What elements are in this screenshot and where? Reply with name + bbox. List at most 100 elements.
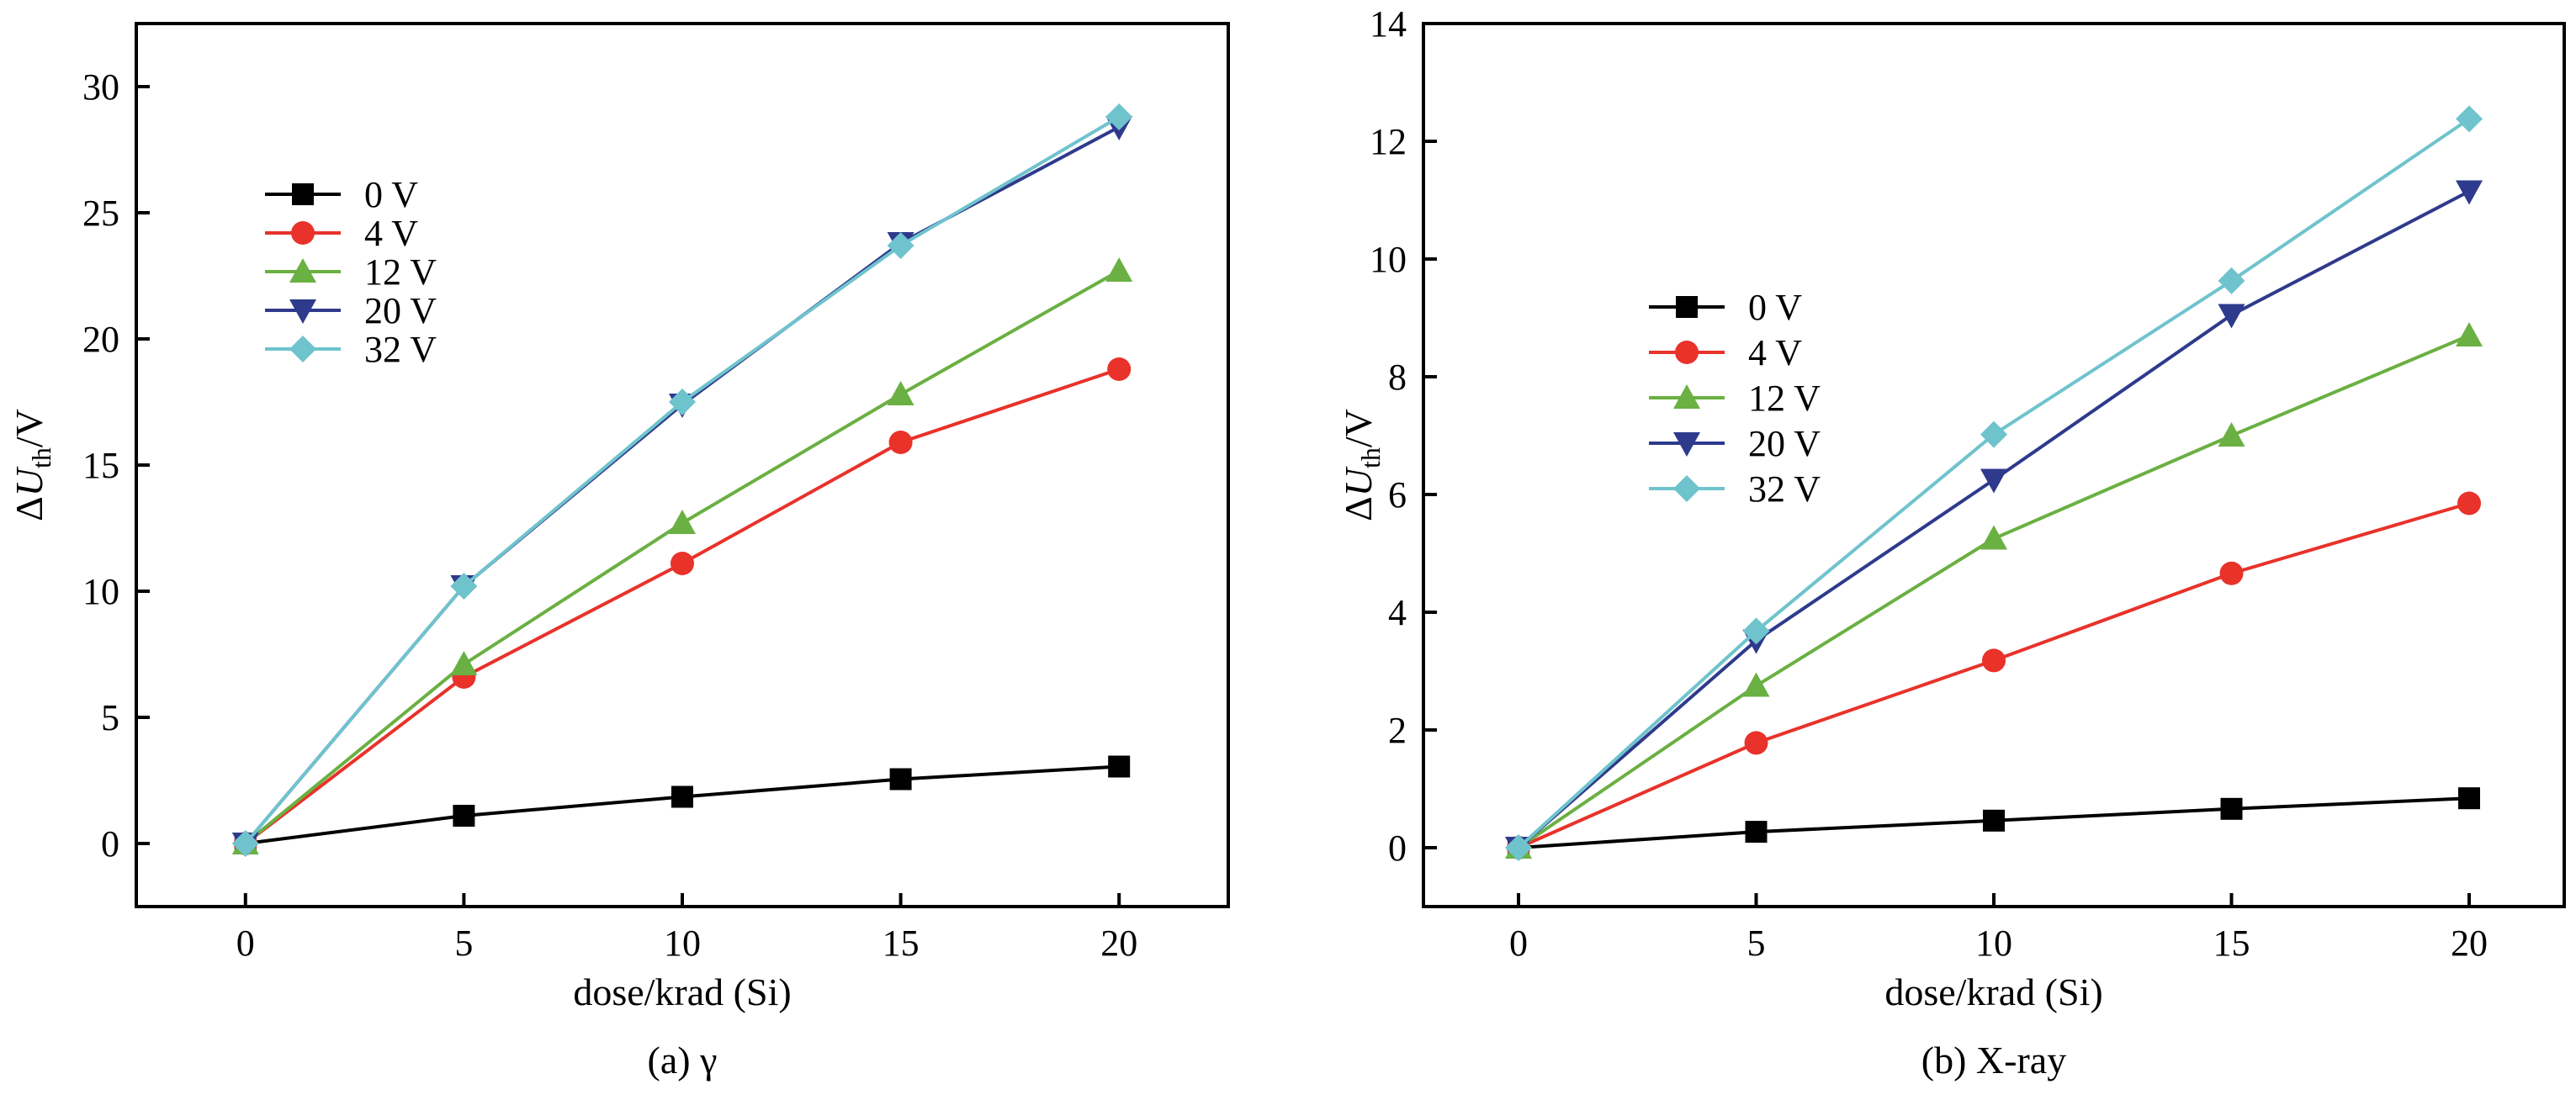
data-point: [2456, 322, 2483, 346]
x-axis-title: dose/krad (Si): [573, 970, 791, 1013]
data-point: [669, 510, 696, 534]
legend-label: 20 V: [1748, 423, 1821, 464]
x-tick-label: 10: [1975, 923, 2012, 964]
data-point: [1505, 834, 1532, 861]
legend: 0 V4 V 12 V20 V32 V: [1649, 287, 1821, 510]
legend-label: 20 V: [364, 290, 437, 331]
data-point: [887, 232, 914, 259]
legend-label: 12 V: [1748, 378, 1821, 419]
data-point: [1980, 420, 2007, 448]
data-point: [450, 573, 478, 600]
y-tick-label: 15: [82, 445, 119, 486]
data-point: [2456, 180, 2483, 205]
y-tick-label: 20: [82, 319, 119, 360]
x-tick-label: 0: [1509, 923, 1528, 964]
legend-label: 32 V: [1748, 468, 1821, 510]
data-point: [1742, 617, 1770, 645]
legend-swatch-marker: [1676, 296, 1698, 318]
data-point: [1983, 809, 2005, 832]
y-tick-label: 0: [1388, 828, 1407, 869]
legend-label: 12 V: [364, 251, 437, 293]
y-tick-label: 2: [1388, 710, 1407, 751]
data-point: [889, 768, 912, 791]
series-line: [1518, 501, 2470, 849]
data-point: [450, 651, 478, 675]
data-point: [2456, 105, 2483, 133]
x-tick-label: 10: [664, 923, 701, 964]
data-point: [453, 805, 475, 827]
plot-frame: [1422, 22, 2566, 908]
legend-label: 4 V: [364, 213, 418, 254]
x-tick-label: 5: [1747, 923, 1766, 964]
data-point: [1105, 257, 1133, 282]
data-point: [1108, 755, 1131, 778]
data-point: [2457, 491, 2481, 516]
panel-caption: (b) X-ray: [1921, 1039, 2066, 1081]
x-tick-label: 0: [236, 923, 255, 964]
x-tick-label: 20: [1100, 923, 1137, 964]
data-point: [1980, 525, 2007, 550]
y-tick-label: 14: [1370, 3, 1407, 45]
chart-panel-a: 0 5 10 15 20 0 5 10 15 20 25 30 dose/krad (Si) ΔUth/V…: [8, 22, 1230, 1081]
legend-swatch-marker: [1675, 341, 1699, 364]
legend-swatch-marker: [292, 183, 314, 205]
x-axis-title: dose/krad (Si): [1884, 970, 2102, 1013]
y-tick-label: 10: [82, 571, 119, 612]
data-point: [1107, 357, 1132, 381]
y-tick-label: 12: [1370, 121, 1407, 162]
x-tick-label: 15: [883, 923, 920, 964]
legend-label: 0 V: [364, 174, 418, 215]
y-tick-label: 10: [1370, 239, 1407, 280]
panel-caption: (a) γ: [648, 1039, 718, 1081]
legend-swatch-marker: [291, 221, 315, 245]
y-tick-label: 6: [1388, 474, 1407, 516]
y-tick-label: 5: [101, 697, 119, 738]
data-point: [669, 389, 696, 415]
series-32v: [1505, 105, 2483, 861]
data-point: [1742, 672, 1770, 697]
y-tick-label: 0: [101, 823, 119, 865]
legend-label: 0 V: [1748, 287, 1802, 328]
data-point: [2219, 561, 2244, 585]
x-tick-label: 5: [454, 923, 473, 964]
legend-label: 32 V: [364, 329, 437, 370]
legend-swatch-marker: [289, 258, 316, 283]
data-point: [231, 830, 259, 857]
data-point: [2458, 787, 2480, 810]
y-tick-label: 8: [1388, 357, 1407, 398]
data-point: [1980, 468, 2007, 494]
data-point: [1982, 648, 2006, 673]
series-20v: [1505, 180, 2483, 861]
series-12v: [1505, 322, 2483, 859]
data-point: [1744, 731, 1768, 755]
series-32v: [231, 103, 1133, 857]
legend: 0 V4 V12 V20 V32 V: [265, 174, 437, 370]
x-tick-label: 20: [2451, 923, 2488, 964]
y-tick-label: 30: [82, 66, 119, 108]
legend-swatch-marker: [1673, 384, 1700, 409]
data-point: [888, 431, 913, 454]
data-point: [1105, 103, 1133, 130]
legend-swatch-marker: [1673, 475, 1700, 502]
series-4v: [233, 357, 1132, 855]
legend-swatch-marker: [289, 336, 316, 362]
legend-label: 4 V: [1748, 332, 1802, 373]
legend-swatch-marker: [1673, 432, 1700, 457]
series-0v: [1508, 787, 2480, 859]
x-tick-label: 15: [2213, 923, 2250, 964]
y-tick-label: 4: [1388, 592, 1407, 633]
data-point: [671, 552, 694, 575]
data-point: [671, 785, 693, 808]
y-axis-title: ΔUth/V: [8, 409, 56, 521]
series-line: [1517, 334, 2470, 849]
data-point: [2218, 267, 2245, 294]
data-point: [2220, 797, 2243, 820]
data-point: [887, 381, 914, 405]
legend-swatch-marker: [289, 299, 316, 324]
data-point: [2218, 422, 2245, 447]
series-0v: [234, 755, 1131, 854]
data-point: [2218, 304, 2245, 329]
series-line: [244, 368, 1120, 845]
